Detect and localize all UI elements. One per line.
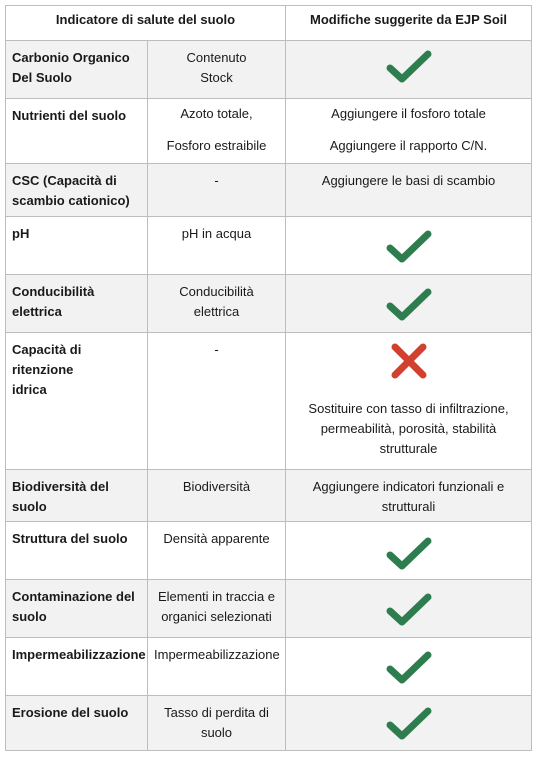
modification-cell: Aggiungere il fosforo totale Aggiungere …	[285, 99, 531, 163]
metric-cell: Conducibilità elettrica	[147, 275, 285, 332]
modification-cell	[285, 522, 531, 579]
indicator-cell: Erosione del suolo	[12, 705, 129, 720]
check-icon	[386, 230, 431, 263]
table-row: Erosione del suolo Tasso di perdita di s…	[6, 695, 531, 750]
table-row: Biodiversità del suolo Biodiversità Aggi…	[6, 469, 531, 521]
check-icon	[386, 651, 431, 684]
check-icon	[386, 50, 431, 83]
indicator-cell: Capacità di ritenzione idrica	[12, 342, 82, 397]
table-row: Struttura del suolo Densità apparente	[6, 521, 531, 579]
indicator-cell: Impermeabilizzazione	[12, 647, 146, 662]
modification-cell	[285, 638, 531, 695]
metric-cell: Elementi in traccia e organici seleziona…	[147, 580, 285, 637]
metric-cell: Azoto totale, Fosforo estraibile	[147, 99, 285, 163]
metric-cell: -	[147, 164, 285, 216]
table-row: Impermeabilizzazione Impermeabilizzazion…	[6, 637, 531, 695]
indicator-cell: pH	[12, 226, 30, 241]
check-icon	[386, 593, 431, 626]
table-row: Contaminazione del suolo Elementi in tra…	[6, 579, 531, 637]
check-icon	[386, 707, 431, 740]
indicator-cell: Nutrienti del suolo	[12, 108, 127, 123]
indicator-cell: Biodiversità del suolo	[12, 479, 109, 514]
indicator-cell: CSC (Capacità di scambio cationico)	[12, 173, 130, 208]
header-indicator: Indicatore di salute del suolo	[55, 12, 236, 27]
cross-icon	[391, 343, 426, 379]
modification-cell	[285, 275, 531, 332]
indicator-cell: Carbonio Organico Del Suolo	[12, 50, 130, 85]
modification-cell: Aggiungere indicatori funzionali e strut…	[285, 470, 531, 521]
table-row: pH pH in acqua	[6, 216, 531, 274]
indicator-cell: Conducibilità elettrica	[12, 284, 95, 319]
modification-cell	[285, 696, 531, 750]
check-icon	[386, 288, 431, 321]
soil-health-table: Indicatore di salute del suolo Modifiche…	[5, 5, 532, 751]
modification-cell	[285, 217, 531, 274]
metric-cell: Impermeabilizzazione	[147, 638, 285, 695]
metric-cell: pH in acqua	[147, 217, 285, 274]
table-row: CSC (Capacità di scambio cationico) - Ag…	[6, 163, 531, 216]
table-header: Indicatore di salute del suolo Modifiche…	[6, 6, 531, 40]
metric-cell: Densità apparente	[147, 522, 285, 579]
table-row: Capacità di ritenzione idrica - Sostitui…	[6, 332, 531, 469]
modification-text: Sostituire con tasso di infiltrazione, p…	[308, 401, 509, 456]
indicator-cell: Struttura del suolo	[12, 531, 128, 546]
metric-cell: Biodiversità	[147, 470, 285, 521]
header-modifications: Modifiche suggerite da EJP Soil	[285, 6, 531, 40]
modification-cell	[285, 580, 531, 637]
metric-cell: -	[147, 333, 285, 469]
modification-cell: Aggiungere le basi di scambio	[285, 164, 531, 216]
modification-cell: Sostituire con tasso di infiltrazione, p…	[285, 333, 531, 469]
check-icon	[386, 537, 431, 570]
indicator-cell: Contaminazione del suolo	[12, 589, 135, 624]
table-row: Nutrienti del suolo Azoto totale, Fosfor…	[6, 98, 531, 163]
table-row: Carbonio Organico Del Suolo Contenuto St…	[6, 40, 531, 98]
modification-cell	[285, 41, 531, 98]
metric-cell: Contenuto Stock	[147, 41, 285, 98]
table-row: Conducibilità elettrica Conducibilità el…	[6, 274, 531, 332]
metric-cell: Tasso di perdita di suolo	[147, 696, 285, 750]
